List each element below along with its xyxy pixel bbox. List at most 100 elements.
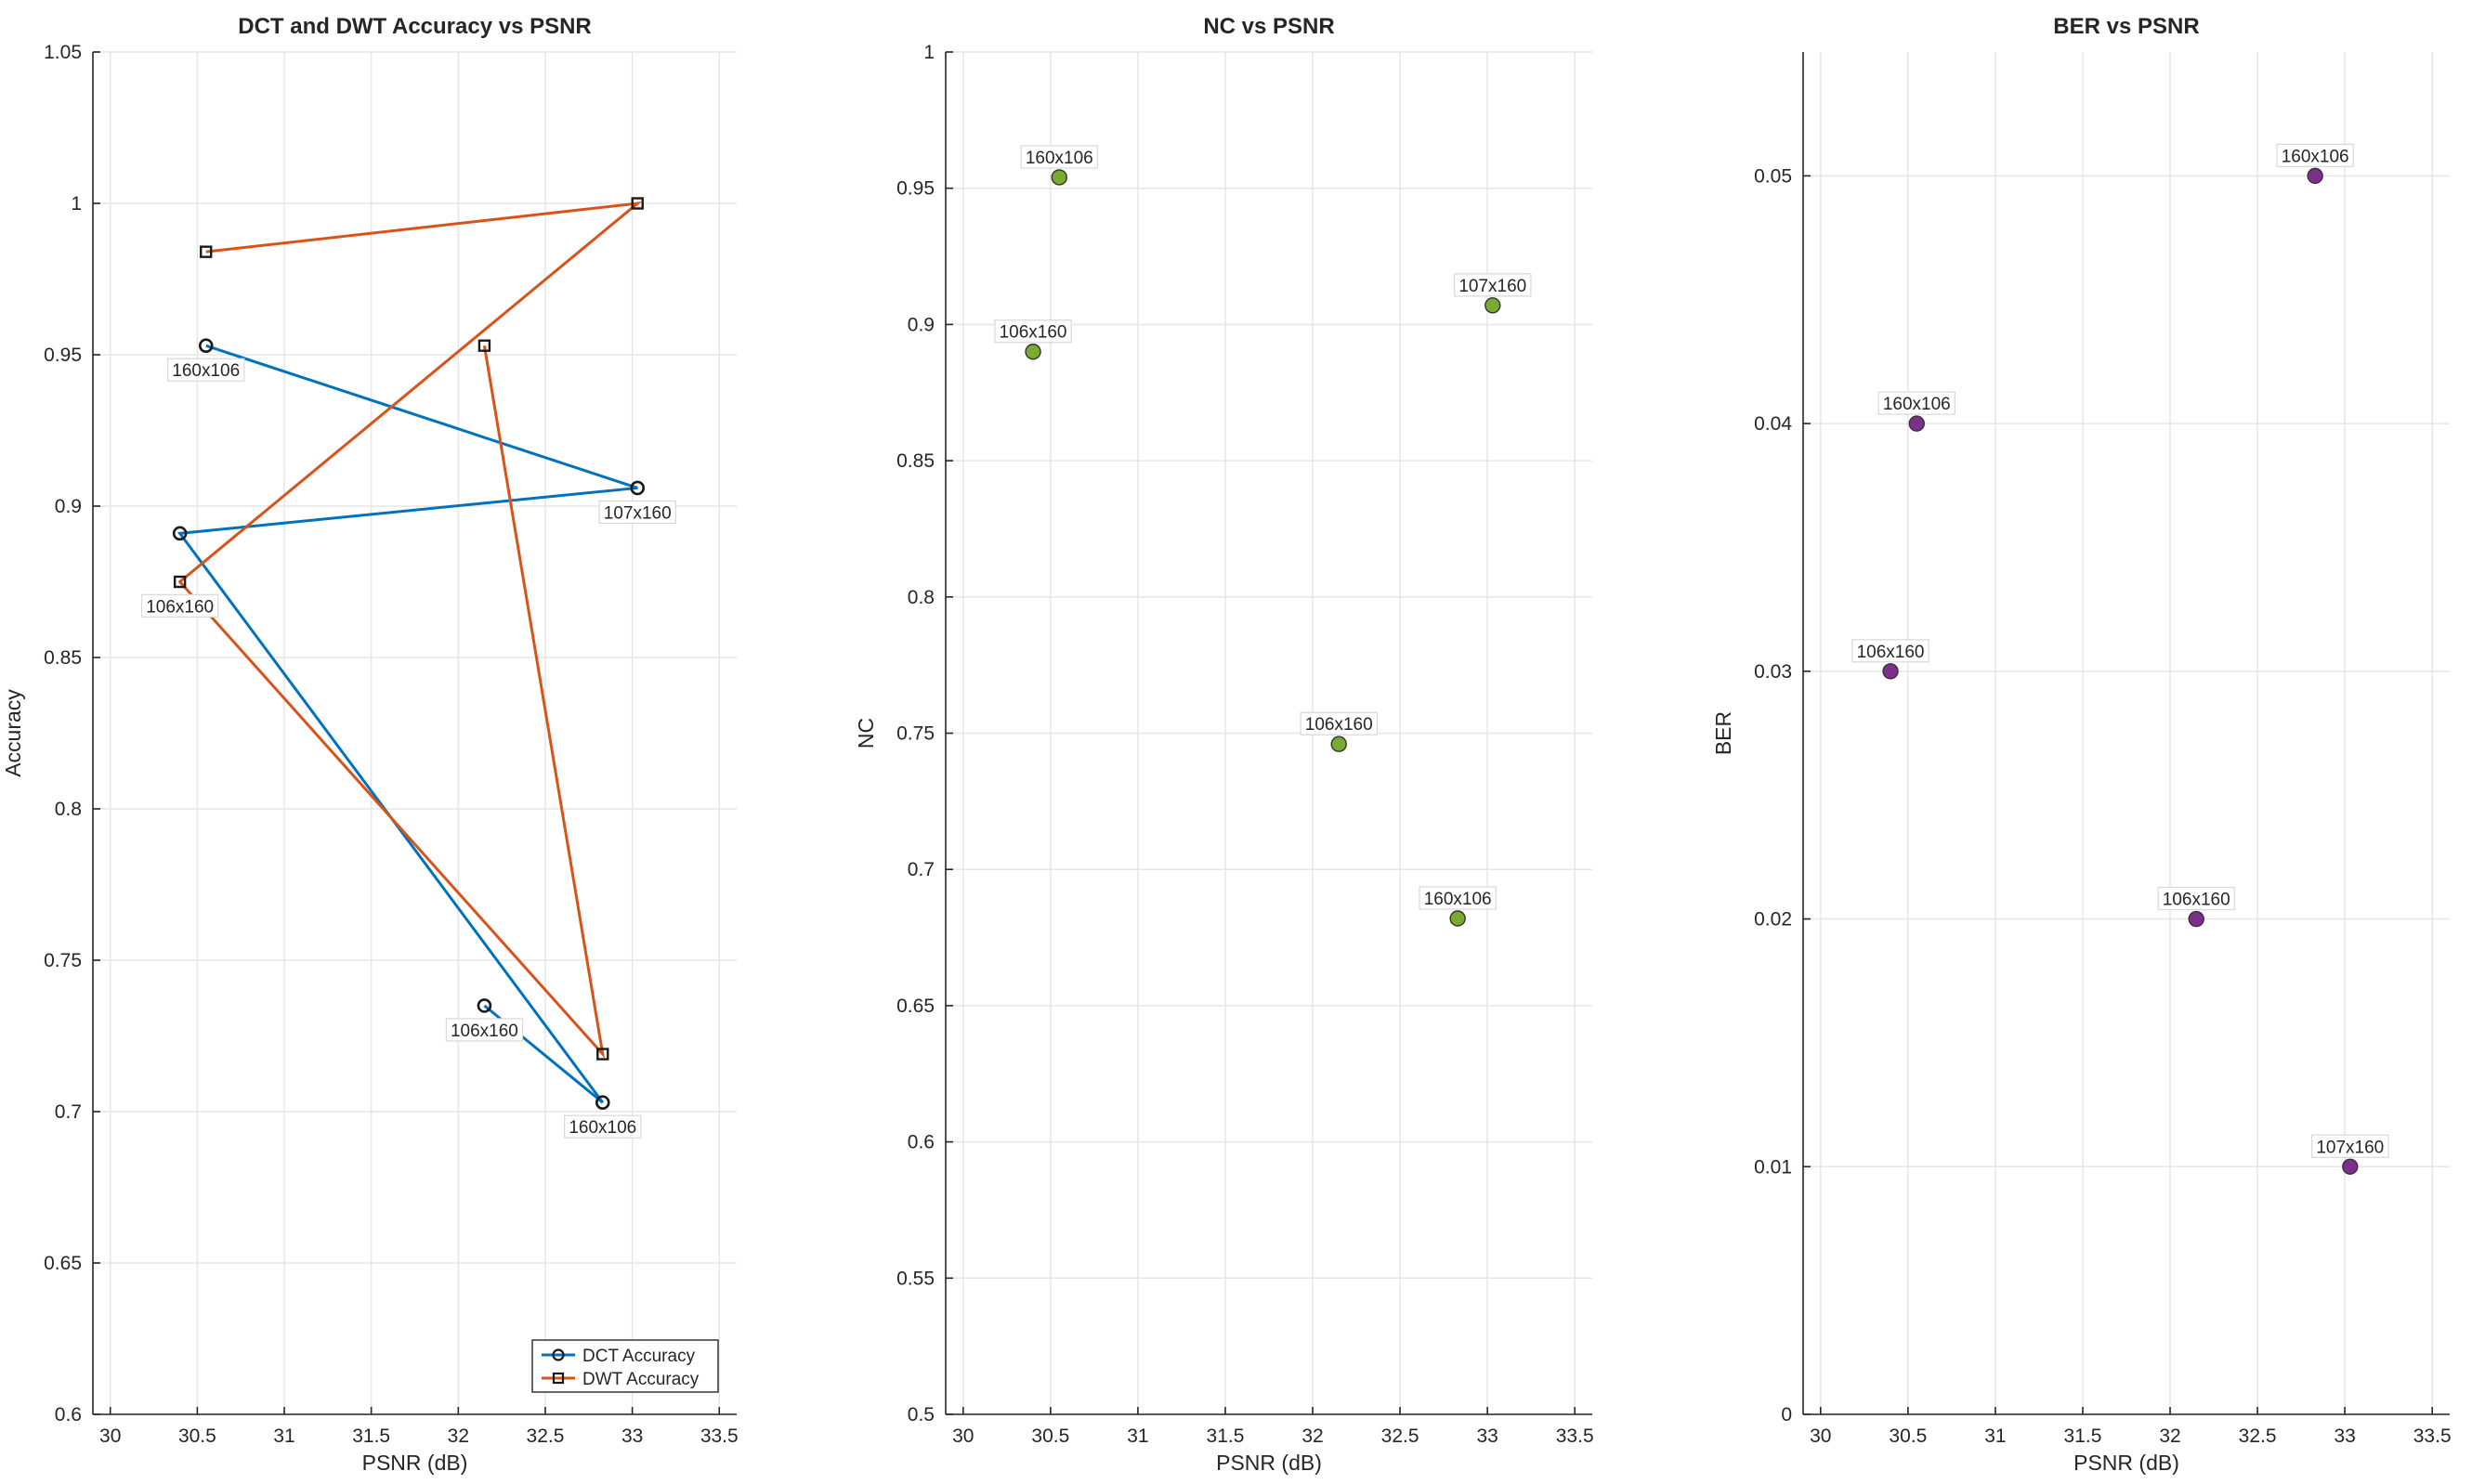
data-point <box>1882 663 1899 680</box>
x-axis-label: PSNR (dB) <box>2073 1451 2179 1475</box>
y-tick-label: 0.85 <box>44 647 82 669</box>
x-tick-label: 30.5 <box>1889 1425 1927 1447</box>
y-tick-label: 0.75 <box>44 950 82 971</box>
x-tick-label: 32.5 <box>2239 1425 2277 1447</box>
y-tick-label: 0.01 <box>1754 1156 1792 1178</box>
annotation-text: 160x106 <box>1424 890 1492 909</box>
x-tick-label: 31 <box>1984 1425 2006 1447</box>
y-tick-label: 1 <box>71 193 82 215</box>
x-tick-label: 32 <box>2159 1425 2180 1447</box>
x-tick-label: 31 <box>273 1425 294 1447</box>
y-tick-label: 0.55 <box>896 1268 935 1289</box>
data-point <box>172 526 188 541</box>
chart-1: 30 30.5 31 31.5 32 32.5 33 33.5 0.6 0.65 0.7 0.75 0.… <box>1 14 739 1475</box>
y-tick-label: 0 <box>1781 1404 1792 1425</box>
data-point <box>1025 344 1041 360</box>
point-annotation: 160x106 <box>1020 145 1098 169</box>
y-tick-label: 0.5 <box>908 1404 935 1425</box>
point-annotation: 107x160 <box>598 500 676 525</box>
x-tick-label: 32 <box>448 1425 469 1447</box>
annotation-text: 160x106 <box>1883 395 1951 414</box>
data-point <box>200 245 213 258</box>
point-annotation: 106x160 <box>1300 711 1378 735</box>
y-tick-label: 0.05 <box>1754 165 1792 187</box>
y-tick-label: 0.7 <box>908 859 935 880</box>
point-annotation: 160x106 <box>167 358 245 382</box>
annotation-text: 106x160 <box>2163 891 2230 910</box>
y-tick-label: 0.02 <box>1754 909 1792 931</box>
y-tick-label: 0.65 <box>896 996 935 1017</box>
data-point <box>595 1095 610 1111</box>
x-tick-label: 33 <box>1476 1425 1498 1447</box>
x-tick-label: 32 <box>1301 1425 1323 1447</box>
annotation-text: 107x160 <box>1458 277 1526 296</box>
data-point <box>2342 1158 2359 1175</box>
y-tick-label: 1.05 <box>44 42 82 63</box>
point-annotation: 107x160 <box>1454 273 1532 297</box>
x-tick-label: 33 <box>621 1425 643 1447</box>
y-axis-label: NC <box>854 718 878 749</box>
y-tick-label: 0.75 <box>896 723 935 745</box>
y-tick-label: 0.8 <box>55 799 82 820</box>
y-tick-label: 1 <box>923 42 935 63</box>
data-point <box>630 480 646 496</box>
legend-label: DWT Accuracy <box>582 1370 700 1389</box>
chart-title: DCT and DWT Accuracy vs PSNR <box>238 14 592 39</box>
point-annotation: 160x106 <box>564 1114 642 1139</box>
x-tick-label: 33.5 <box>700 1425 739 1447</box>
x-tick-label: 30 <box>952 1425 974 1447</box>
annotation-text: 106x160 <box>1857 643 1925 662</box>
y-tick-label: 0.03 <box>1754 661 1792 683</box>
chart-title: NC vs PSNR <box>1203 14 1334 39</box>
y-tick-label: 0.7 <box>55 1101 82 1123</box>
annotation-text: 106x160 <box>1000 323 1067 343</box>
series-line <box>177 344 638 1104</box>
x-tick-label: 31 <box>1127 1425 1148 1447</box>
annotation-text: 106x160 <box>146 597 214 617</box>
point-annotation: 107x160 <box>2311 1134 2389 1158</box>
annotation-text: 160x106 <box>172 361 240 381</box>
y-axis-label: BER <box>1711 711 1735 755</box>
x-axis-label: PSNR (dB) <box>362 1451 468 1475</box>
x-tick-label: 30 <box>99 1425 121 1447</box>
point-annotation: 106x160 <box>140 593 219 618</box>
x-tick-label: 33.5 <box>1556 1425 1594 1447</box>
chart-3: 30 30.5 31 31.5 32 32.5 33 33.5 0 0.01 0.02 0.03 0.0… <box>1711 14 2452 1475</box>
y-tick-label: 0.85 <box>896 450 935 472</box>
y-tick-label: 0.95 <box>44 345 82 366</box>
data-point <box>1449 910 1466 927</box>
x-tick-label: 33 <box>2334 1425 2355 1447</box>
x-tick-label: 30 <box>1810 1425 1831 1447</box>
point-annotation: 160x106 <box>1877 391 1955 415</box>
data-point <box>2188 910 2204 928</box>
data-point <box>198 338 214 354</box>
point-annotation: 160x106 <box>2276 143 2354 167</box>
chart-title: BER vs PSNR <box>2053 14 2199 39</box>
y-axis-label: Accuracy <box>1 689 25 777</box>
data-point <box>2307 167 2323 185</box>
x-tick-label: 30.5 <box>178 1425 216 1447</box>
y-tick-label: 0.04 <box>1754 413 1792 435</box>
y-tick-label: 0.6 <box>908 1132 935 1153</box>
x-tick-label: 33.5 <box>2413 1425 2452 1447</box>
legend: DCT Accuracy DWT Accuracy <box>531 1339 719 1393</box>
y-tick-label: 0.9 <box>908 314 935 335</box>
annotation-text: 106x160 <box>1305 715 1373 735</box>
point-annotation: 106x160 <box>445 1018 524 1042</box>
data-point <box>596 1048 609 1061</box>
x-tick-label: 30.5 <box>1031 1425 1069 1447</box>
data-point <box>631 197 644 210</box>
point-annotation: 160x106 <box>1419 886 1497 910</box>
point-annotation: 106x160 <box>1851 639 1929 663</box>
data-point <box>477 998 492 1013</box>
x-tick-label: 31.5 <box>2064 1425 2102 1447</box>
data-point <box>1330 735 1347 752</box>
y-tick-label: 0.9 <box>55 496 82 517</box>
x-tick-label: 31.5 <box>352 1425 390 1447</box>
point-annotation: 106x160 <box>2157 886 2235 911</box>
point-annotation: 106x160 <box>994 319 1072 344</box>
annotation-text: 107x160 <box>604 503 672 523</box>
data-point <box>477 339 491 352</box>
y-tick-label: 0.8 <box>908 587 935 608</box>
series-line <box>177 201 643 1059</box>
